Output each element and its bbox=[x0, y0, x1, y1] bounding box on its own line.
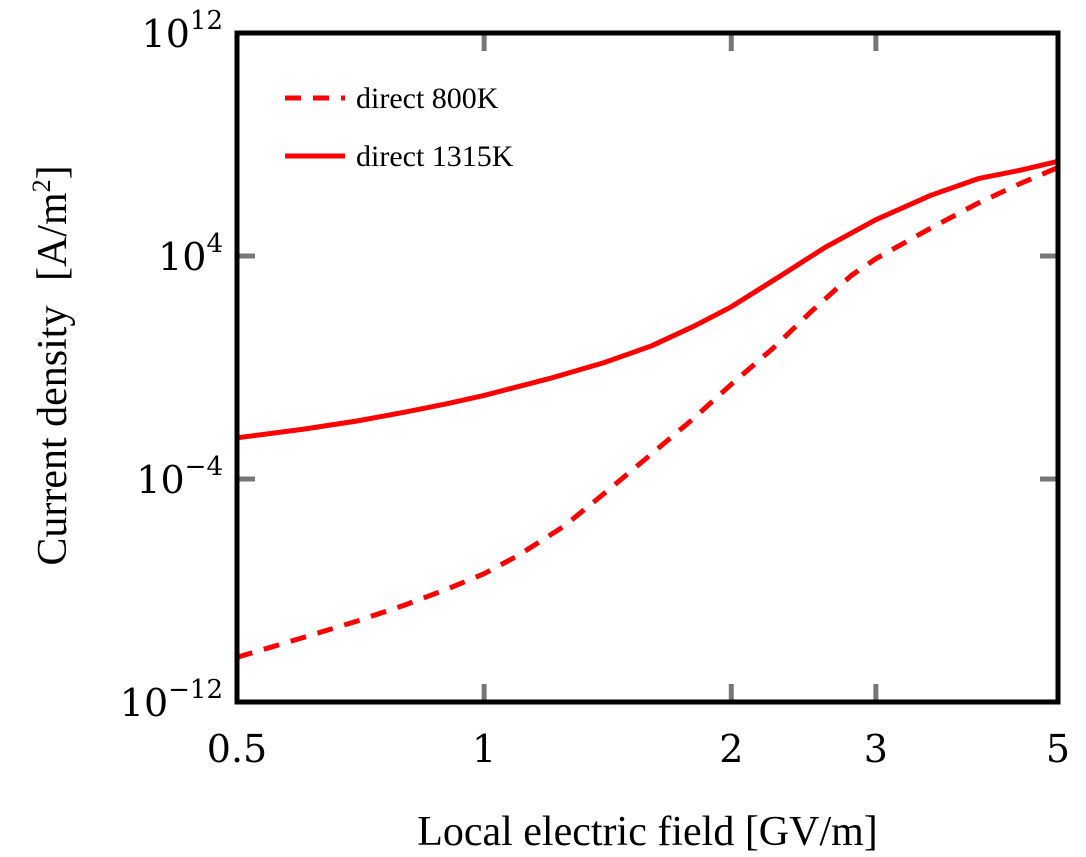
legend-label: direct 800K bbox=[356, 82, 499, 115]
y-tick-label: 10−4 bbox=[136, 452, 223, 502]
x-tick-label: 2 bbox=[719, 727, 743, 771]
y-tick-labels: 1012 104 10−4 10−12 bbox=[120, 6, 223, 725]
series-lines bbox=[236, 158, 1059, 660]
y-axis-label-text: Current density bbox=[30, 306, 76, 566]
legend: direct 800K direct 1315K bbox=[285, 82, 514, 173]
y-tick-label: 1012 bbox=[142, 6, 223, 56]
x-tick-label: 5 bbox=[1046, 727, 1070, 771]
y-tick-label: 104 bbox=[158, 229, 223, 279]
x-tick-label: 0.5 bbox=[207, 727, 267, 771]
y-axis-label: Current density [A/m2] bbox=[27, 165, 76, 565]
axis-ticks bbox=[237, 33, 1058, 702]
legend-label: direct 1315K bbox=[356, 140, 514, 173]
svg-text:Current density [A/m2]: Current density [A/m2] bbox=[27, 165, 76, 565]
series-line-direct-800k bbox=[236, 165, 1059, 660]
series-line-direct-1315k bbox=[236, 158, 1059, 441]
x-tick-label: 3 bbox=[864, 727, 888, 771]
x-tick-labels: 0.5 1 2 3 5 bbox=[207, 727, 1070, 771]
y-axis-unit-exp: 2 bbox=[27, 179, 56, 192]
y-tick-label: 10−12 bbox=[120, 675, 223, 725]
x-axis-label: Local electric field [GV/m] bbox=[417, 809, 878, 855]
plot-frame bbox=[234, 30, 1061, 705]
x-tick-label: 1 bbox=[472, 727, 496, 771]
y-axis-unit: A/m bbox=[30, 192, 76, 267]
